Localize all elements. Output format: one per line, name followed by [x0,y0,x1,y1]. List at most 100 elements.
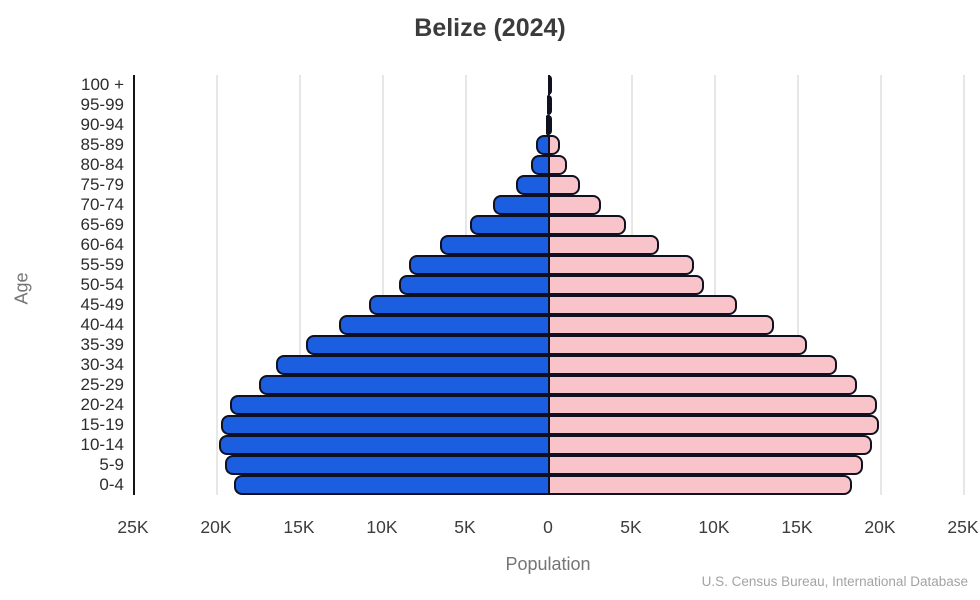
bar-female-65-69[interactable] [548,215,627,235]
age-tick-label: 30-34 [80,355,124,374]
pyramid-row [133,215,963,235]
bar-female-0-4[interactable] [548,475,852,495]
gridline [382,75,384,495]
x-tick-label: 10K [698,517,730,537]
bar-female-10-14[interactable] [548,435,872,455]
bar-female-60-64[interactable] [548,235,660,255]
age-tick-label: 15-19 [80,415,124,434]
age-tick-label: 50-54 [80,275,124,294]
pyramid-row [133,415,963,435]
bar-female-90-94[interactable] [548,115,552,135]
bar-female-20-24[interactable] [548,395,877,415]
bar-female-70-74[interactable] [548,195,602,215]
bar-female-35-39[interactable] [548,335,807,355]
pyramid-row [133,155,963,175]
pyramid-row [133,195,963,215]
bar-male-35-39[interactable] [305,335,548,355]
pyramid-row [133,355,963,375]
bar-male-55-59[interactable] [408,255,548,275]
pyramid-row [133,295,963,315]
pyramid-row [133,175,963,195]
age-tick-label: 80-84 [80,155,124,174]
pyramid-row [133,95,963,115]
pyramid-row [133,275,963,295]
plot-area [133,75,965,495]
bar-male-15-19[interactable] [220,415,548,435]
age-tick-label: 95-99 [80,95,124,114]
bar-female-30-34[interactable] [548,355,837,375]
bar-male-60-64[interactable] [440,235,548,255]
bar-male-85-89[interactable] [536,135,548,155]
age-tick-label: 75-79 [80,175,124,194]
age-tick-label: 35-39 [80,335,124,354]
age-tick-label: 100 + [80,75,124,94]
chart-title: Belize (2024) [414,14,566,42]
bar-female-80-84[interactable] [548,155,568,175]
pyramid-row [133,255,963,275]
x-axis-title: Population [505,554,591,574]
bar-male-75-79[interactable] [516,175,548,195]
bar-female-95-99[interactable] [548,95,552,115]
gridline [963,75,965,495]
source-attribution: U.S. Census Bureau, International Databa… [701,574,968,589]
bar-male-45-49[interactable] [368,295,548,315]
pyramid-row [133,395,963,415]
y-axis-line [133,75,135,495]
bar-male-10-14[interactable] [219,435,548,455]
bar-female-55-59[interactable] [548,255,695,275]
bar-male-50-54[interactable] [399,275,548,295]
pyramid-row [133,335,963,355]
x-tick-label: 15K [283,517,315,537]
bar-male-70-74[interactable] [493,195,548,215]
age-tick-label: 10-14 [80,435,124,454]
bar-male-25-29[interactable] [259,375,548,395]
gridline [299,75,301,495]
bar-female-75-79[interactable] [548,175,580,195]
bar-female-45-49[interactable] [548,295,738,315]
x-tick-label: 0 [543,517,553,537]
age-tick-label: 85-89 [80,135,124,154]
age-tick-label: 25-29 [80,375,124,394]
x-tick-label: 5K [454,517,476,537]
x-tick-label: 15K [781,517,813,537]
bar-female-15-19[interactable] [548,415,880,435]
age-tick-label: 20-24 [80,395,124,414]
bar-female-50-54[interactable] [548,275,705,295]
bar-female-100+[interactable] [548,75,552,95]
bar-male-20-24[interactable] [230,395,548,415]
bar-male-40-44[interactable] [338,315,548,335]
bar-female-85-89[interactable] [548,135,560,155]
age-tick-label: 40-44 [80,315,124,334]
x-tick-label: 5K [620,517,642,537]
pyramid-row [133,315,963,335]
age-tick-label: 0-4 [99,475,124,494]
gridline [880,75,882,495]
pyramid-row [133,135,963,155]
bar-male-80-84[interactable] [530,155,548,175]
bar-male-0-4[interactable] [234,475,548,495]
age-tick-label: 45-49 [80,295,124,314]
bar-female-5-9[interactable] [548,455,864,475]
gridline [797,75,799,495]
pyramid-row [133,475,963,495]
x-tick-label: 10K [366,517,398,537]
pyramid-row [133,235,963,255]
bar-female-25-29[interactable] [548,375,857,395]
age-tick-label: 65-69 [80,215,124,234]
bar-male-30-34[interactable] [275,355,548,375]
x-tick-label: 20K [200,517,232,537]
x-tick-label: 25K [117,517,149,537]
bar-male-5-9[interactable] [225,455,548,475]
bar-female-40-44[interactable] [548,315,774,335]
pyramid-row [133,455,963,475]
age-tick-label: 5-9 [99,455,124,474]
gridline [714,75,716,495]
age-tick-label: 70-74 [80,195,124,214]
age-tick-label: 90-94 [80,115,124,134]
bar-male-65-69[interactable] [469,215,548,235]
age-tick-label: 55-59 [80,255,124,274]
pyramid-row [133,115,963,135]
x-tick-label: 20K [864,517,896,537]
bar-male-90-94[interactable] [545,115,548,135]
